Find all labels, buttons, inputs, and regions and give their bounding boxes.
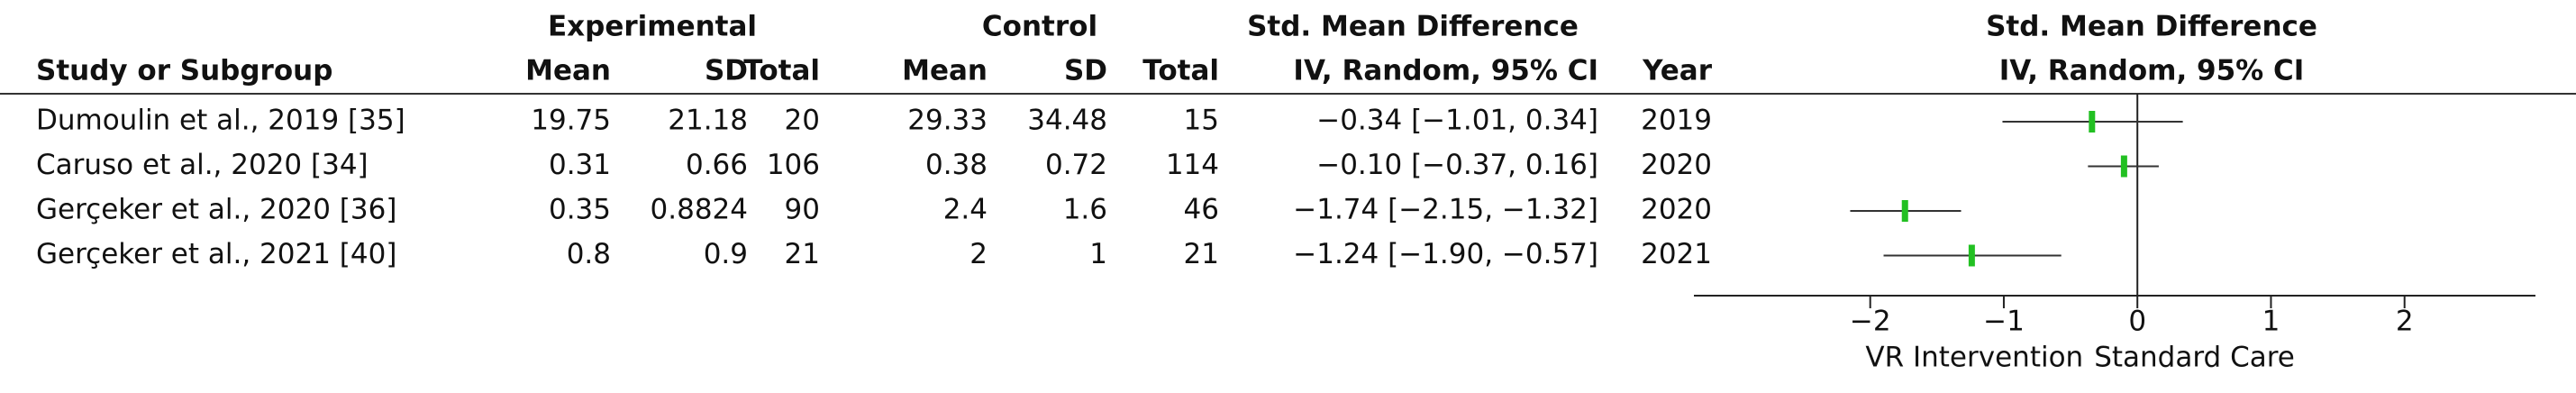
column-header: SD — [1064, 55, 1107, 87]
cell: Gerçeker et al., 2021 [40] — [36, 238, 396, 270]
cell: 21 — [785, 238, 820, 270]
plot-header: IV, Random, 95% CI — [1999, 55, 2305, 87]
cell: −0.10 [−0.37, 0.16] — [1316, 149, 1598, 181]
x-tick-label: 2 — [2396, 306, 2414, 338]
cell: Dumoulin et al., 2019 [35] — [36, 105, 405, 137]
column-header: Study or Subgroup — [36, 55, 332, 87]
cell: 29.33 — [907, 105, 988, 137]
cell: 21.18 — [668, 105, 748, 137]
point-estimate — [2089, 111, 2096, 133]
x-tick-label: −1 — [1983, 306, 2025, 338]
cell: 2020 — [1641, 194, 1712, 226]
x-tick-label: 0 — [2128, 306, 2146, 338]
cell: 114 — [1166, 149, 1219, 181]
cell: 1.6 — [1063, 194, 1107, 226]
column-header: Mean — [902, 55, 988, 87]
cell: Gerçeker et al., 2020 [36] — [36, 194, 396, 226]
cell: 15 — [1184, 105, 1219, 137]
cell: 2019 — [1641, 105, 1712, 137]
point-estimate — [1968, 244, 1975, 267]
column-header: IV, Random, 95% CI — [1293, 55, 1598, 87]
cell: 0.8824 — [651, 194, 748, 226]
cell: 1 — [1089, 238, 1107, 270]
point-estimate — [1901, 200, 1908, 222]
cell: 90 — [785, 194, 820, 226]
cell: 20 — [785, 105, 820, 137]
cell: 2020 — [1641, 149, 1712, 181]
x-label-left: VR Intervention — [1865, 342, 2083, 374]
cell: 106 — [767, 149, 820, 181]
x-label-right: Standard Care — [2094, 342, 2295, 374]
cell: −0.34 [−1.01, 0.34] — [1316, 105, 1598, 137]
cell: 0.72 — [1045, 149, 1107, 181]
cell: 0.31 — [549, 149, 611, 181]
cell: Caruso et al., 2020 [34] — [36, 149, 369, 181]
cell: 19.75 — [531, 105, 611, 137]
cell: 34.48 — [1027, 105, 1107, 137]
x-tick-label: −2 — [1850, 306, 1891, 338]
cell: 0.8 — [567, 238, 611, 270]
cell: 46 — [1184, 194, 1219, 226]
column-header: Mean — [525, 55, 611, 87]
cell: 0.35 — [549, 194, 611, 226]
group-header: Experimental — [548, 11, 757, 43]
x-tick-label: 1 — [2262, 306, 2280, 338]
column-header: Std. Mean Difference — [1247, 11, 1579, 43]
cell: 2021 — [1641, 238, 1712, 270]
plot-header: Std. Mean Difference — [1986, 11, 2317, 43]
cell: 0.38 — [925, 149, 988, 181]
cell: 0.66 — [686, 149, 748, 181]
cell: 21 — [1184, 238, 1219, 270]
column-header: Total — [743, 55, 820, 87]
cell: −1.74 [−2.15, −1.32] — [1293, 194, 1598, 226]
cell: −1.24 [−1.90, −0.57] — [1293, 238, 1598, 270]
column-header: SD — [705, 55, 748, 87]
group-header: Control — [982, 11, 1097, 43]
cell: 2 — [969, 238, 988, 270]
cell: 0.9 — [704, 238, 748, 270]
column-header: Total — [1142, 55, 1219, 87]
point-estimate — [2120, 155, 2127, 178]
cell: 2.4 — [943, 194, 988, 226]
column-header: Year — [1642, 55, 1713, 87]
